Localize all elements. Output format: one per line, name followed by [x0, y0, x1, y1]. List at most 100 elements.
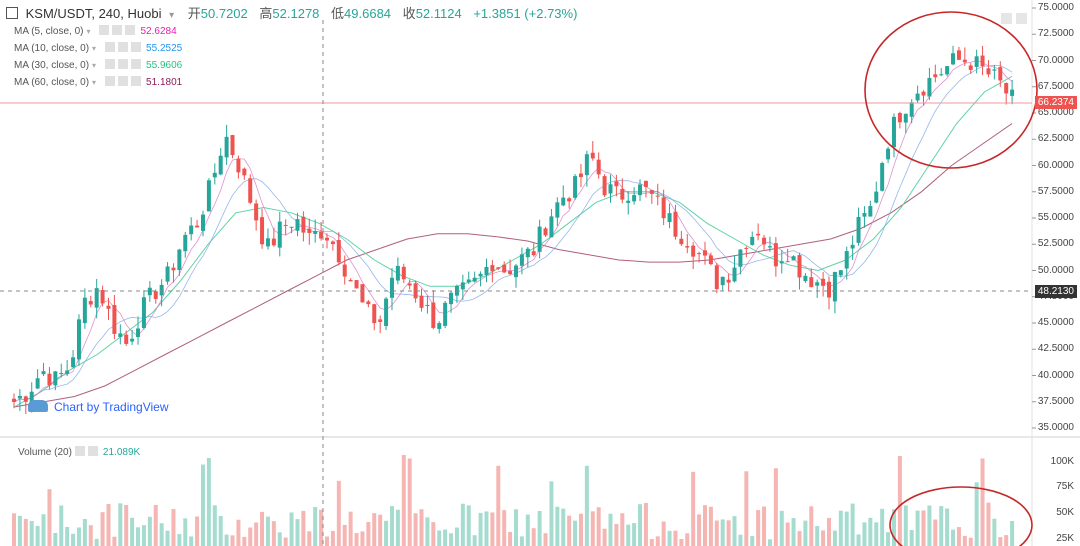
volume-bar	[271, 521, 276, 546]
collapse-icon[interactable]	[6, 7, 18, 19]
volume-bar	[277, 532, 282, 546]
settings-icon[interactable]	[105, 59, 116, 69]
candle-body	[791, 256, 796, 261]
candle-body	[478, 273, 483, 277]
chevron-down-icon[interactable]: ▾	[86, 27, 91, 36]
eye-icon[interactable]	[112, 25, 123, 35]
settings-icon[interactable]	[105, 76, 116, 86]
ma5-legend[interactable]: MA (5, close, 0) ▾ 52.6284	[14, 25, 177, 37]
high-value: 52.1278	[272, 6, 320, 21]
eye-icon[interactable]	[118, 42, 129, 52]
candle-body	[265, 238, 270, 247]
volume-bar	[206, 458, 211, 546]
candle-body	[685, 246, 690, 248]
volume-bar	[514, 509, 518, 546]
volume-bar	[998, 537, 1003, 546]
symbol-label[interactable]: KSM/USDT, 240, Huobi	[25, 6, 162, 21]
ma30-legend[interactable]: MA (30, close, 0) ▾ 55.9606	[14, 59, 182, 71]
volume-bar	[537, 510, 542, 546]
candle-body	[230, 135, 235, 156]
volume-bar	[714, 520, 719, 546]
eye-icon[interactable]	[118, 76, 129, 86]
volume-bar	[614, 524, 619, 546]
volume-bar	[868, 517, 873, 546]
volume-bar	[366, 521, 371, 546]
candle-body	[59, 372, 64, 374]
candle-body	[643, 180, 648, 187]
candle-body	[897, 112, 902, 123]
volume-bar	[956, 527, 961, 546]
candle-body	[702, 250, 707, 256]
candle-body	[307, 228, 312, 233]
candle-body	[177, 249, 182, 270]
candle-body	[283, 224, 288, 226]
volume-bar	[118, 503, 123, 546]
volume-bar	[643, 502, 648, 546]
chevron-down-icon[interactable]: ▾	[169, 10, 175, 21]
candle-body	[366, 301, 371, 305]
candle-body	[466, 279, 471, 283]
ma10-legend[interactable]: MA (10, close, 0) ▾ 55.2525	[14, 42, 182, 54]
chevron-down-icon[interactable]: ▾	[92, 61, 97, 70]
volume-bar	[531, 528, 536, 546]
chevron-down-icon[interactable]: ▾	[92, 78, 97, 87]
volume-bar	[726, 520, 731, 546]
candle-body	[880, 163, 885, 191]
volume-bar	[100, 512, 105, 546]
volume-bar	[596, 507, 601, 546]
close-icon[interactable]	[87, 446, 98, 456]
volume-bar	[200, 464, 205, 546]
ma60-line	[13, 123, 1013, 408]
volume-bar	[153, 504, 158, 546]
volume-bar	[189, 536, 194, 546]
candle-body	[980, 55, 985, 67]
close-icon[interactable]	[131, 76, 142, 86]
candle-body	[756, 233, 761, 236]
ma60-value: 51.1801	[146, 77, 183, 88]
volume-bar	[809, 506, 814, 546]
volume-bar	[449, 533, 454, 546]
ma10-label: MA (10, close, 0)	[14, 43, 90, 54]
volume-bar	[395, 509, 400, 546]
close-icon[interactable]	[131, 59, 142, 69]
candle-body	[567, 198, 572, 202]
settings-icon[interactable]	[105, 42, 116, 52]
price-cluster-circle	[864, 11, 1038, 169]
eye-icon[interactable]	[74, 446, 85, 456]
candle-body	[254, 203, 259, 221]
eye-icon[interactable]	[118, 59, 129, 69]
candle-body	[183, 234, 188, 252]
ma5-line	[13, 59, 1013, 403]
price-tick-label: 65.0000	[1037, 107, 1074, 118]
volume-bar	[951, 529, 956, 546]
candle-body	[844, 251, 849, 269]
chevron-down-icon[interactable]: ▾	[92, 44, 97, 53]
volume-bar	[655, 536, 660, 546]
volume-bar	[71, 533, 76, 546]
ma5-value: 52.6284	[140, 26, 177, 37]
volume-bar	[53, 533, 58, 546]
candle-body	[136, 328, 141, 338]
ma10-line	[13, 64, 1013, 403]
volume-bar	[856, 534, 861, 546]
tradingview-watermark[interactable]: Chart by TradingView	[28, 400, 169, 414]
ma60-legend[interactable]: MA (60, close, 0) ▾ 51.1801	[14, 76, 182, 88]
volume-bar	[974, 482, 979, 546]
candle-body	[750, 236, 755, 245]
candle-body	[378, 319, 383, 322]
settings-icon[interactable]	[99, 25, 110, 35]
price-tick-label: 70.0000	[1037, 54, 1074, 66]
candle-body	[35, 378, 40, 389]
ma30-line	[13, 75, 1013, 408]
volume-bar	[478, 512, 483, 546]
volume-bar	[401, 454, 406, 546]
close-icon[interactable]	[125, 25, 136, 35]
candle-body	[71, 357, 76, 368]
candle-body	[460, 282, 465, 290]
volume-legend[interactable]: Volume (20) 21.089K	[18, 446, 140, 458]
candle-body	[289, 226, 294, 228]
volume-bar	[1004, 535, 1009, 546]
candle-body	[12, 398, 16, 402]
close-icon[interactable]	[131, 42, 142, 52]
